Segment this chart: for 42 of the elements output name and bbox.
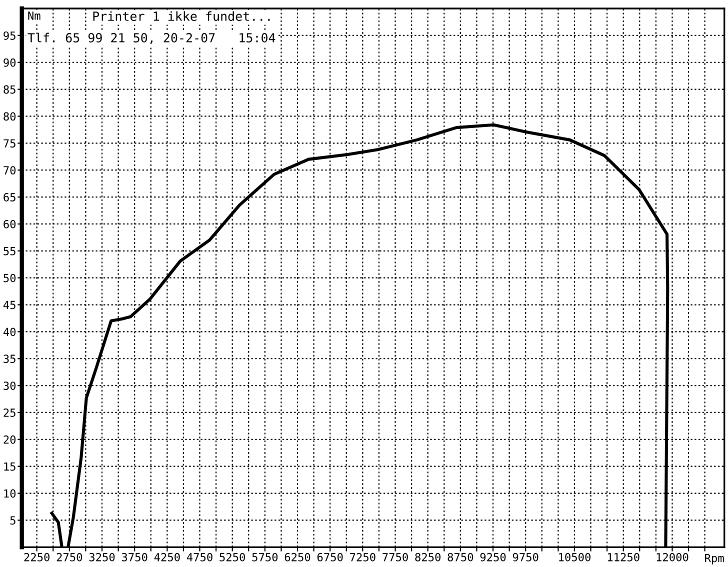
y-tick-label: 15 <box>4 462 16 471</box>
annotation: Printer 1 ikke fundet... <box>93 11 270 21</box>
x-tick-label: 6250 <box>284 552 310 562</box>
x-tick-label: 8750 <box>448 552 474 562</box>
y-tick-label: 75 <box>4 139 16 148</box>
x-tick-label: 4750 <box>186 552 212 562</box>
x-tick-label: 7750 <box>382 552 408 562</box>
y-tick-label: 65 <box>4 193 16 202</box>
y-tick-label: 55 <box>4 247 16 256</box>
y-tick-label: 70 <box>4 166 16 175</box>
y-tick-label: 60 <box>4 220 16 228</box>
y-axis-title: Nm <box>28 12 40 20</box>
x-tick-label: 9250 <box>480 552 506 562</box>
x-tick-label: 5750 <box>252 552 278 562</box>
y-tick-label: 45 <box>3 300 16 310</box>
x-axis-title: Rpm <box>705 554 724 564</box>
y-tick-label: 25 <box>4 408 16 417</box>
x-tick-label: 4250 <box>154 552 180 562</box>
y-tick-label: 10 <box>4 489 16 498</box>
x-tick-label: 5250 <box>220 552 245 562</box>
annotation: Tlf. 65 99 21 50, 20-2-07 15:04 <box>28 32 276 44</box>
x-tick-label: 12000 <box>656 552 688 562</box>
x-tick-label: 2750 <box>56 552 82 562</box>
y-tick-label: 20 <box>4 435 16 444</box>
y-tick-label: 85 <box>4 85 16 94</box>
x-tick-label: 2250 <box>24 552 50 562</box>
y-tick-label: 30 <box>4 382 16 390</box>
x-tick-label: 7250 <box>350 552 376 562</box>
y-tick-label: 80 <box>4 112 16 121</box>
x-tick-label: 3750 <box>122 552 148 562</box>
y-tick-label: 95 <box>4 31 16 40</box>
y-tick-label: 5 <box>10 516 16 525</box>
x-tick-label: 9750 <box>512 552 538 562</box>
x-tick-label: 11250 <box>608 552 640 562</box>
y-tick-label: 40 <box>3 328 16 336</box>
x-tick-label: 6750 <box>317 552 343 562</box>
x-tick-label: 3250 <box>89 552 115 562</box>
y-tick-label: 90 <box>4 58 16 67</box>
x-tick-label: 8250 <box>415 552 440 562</box>
x-tick-label: 10500 <box>559 552 590 562</box>
y-tick-label: 50 <box>4 274 16 282</box>
y-tick-label: 35 <box>4 354 16 364</box>
